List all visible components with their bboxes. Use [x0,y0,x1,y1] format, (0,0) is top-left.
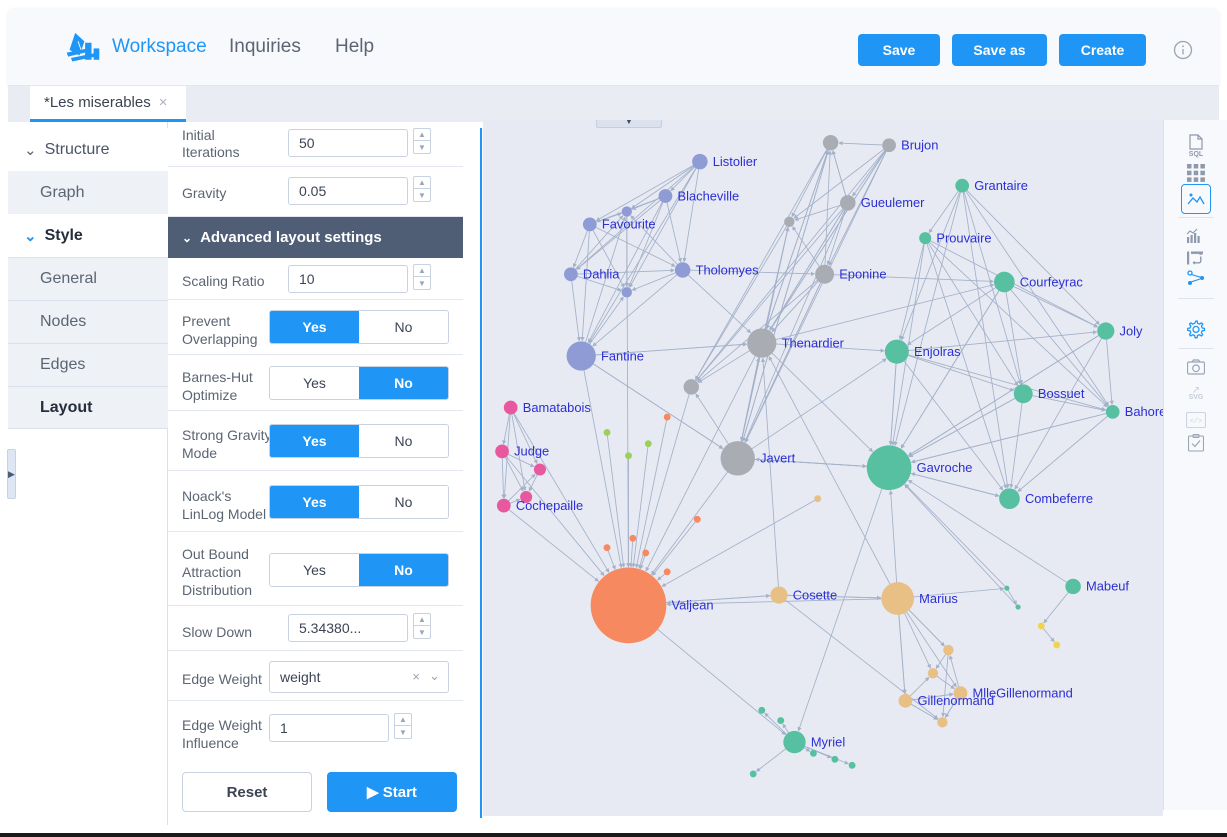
svg-text:Tholomyes: Tholomyes [696,262,759,277]
svg-text:Prouvaire: Prouvaire [936,230,991,245]
svg-text:Mabeuf: Mabeuf [1086,579,1129,594]
svg-text:Favourite: Favourite [602,217,656,232]
svg-text:MlleGillenormand: MlleGillenormand [973,685,1073,700]
svg-text:Courfeyrac: Courfeyrac [1020,274,1084,289]
svg-text:Dahlia: Dahlia [583,267,620,282]
svg-text:Bossuet: Bossuet [1038,386,1085,401]
svg-text:Joly: Joly [1120,323,1143,338]
svg-text:Myriel: Myriel [811,734,845,749]
svg-text:Enjolras: Enjolras [914,344,961,359]
svg-text:</>: </> [1190,418,1203,426]
svg-text:Fantine: Fantine [601,348,644,363]
svg-text:Judge: Judge [514,444,549,459]
svg-text:Brujon: Brujon [901,138,938,153]
svg-text:Cosette: Cosette [793,587,837,602]
svg-text:Cochepaille: Cochepaille [516,498,583,513]
svg-text:Gueulemer: Gueulemer [861,195,925,210]
svg-text:Thenardier: Thenardier [782,335,845,350]
svg-text:Javert: Javert [760,451,796,466]
svg-text:Eponine: Eponine [839,267,886,282]
svg-text:Marius: Marius [919,591,958,606]
svg-text:Listolier: Listolier [713,154,758,169]
svg-text:Gavroche: Gavroche [917,460,973,475]
svg-text:Bamatabois: Bamatabois [523,400,591,415]
svg-text:Blacheville: Blacheville [678,188,740,203]
svg-text:Grantaire: Grantaire [974,178,1028,193]
svg-text:Combeferre: Combeferre [1025,491,1093,506]
svg-text:Bahore: Bahore [1125,404,1163,419]
svg-text:Valjean: Valjean [672,598,714,613]
